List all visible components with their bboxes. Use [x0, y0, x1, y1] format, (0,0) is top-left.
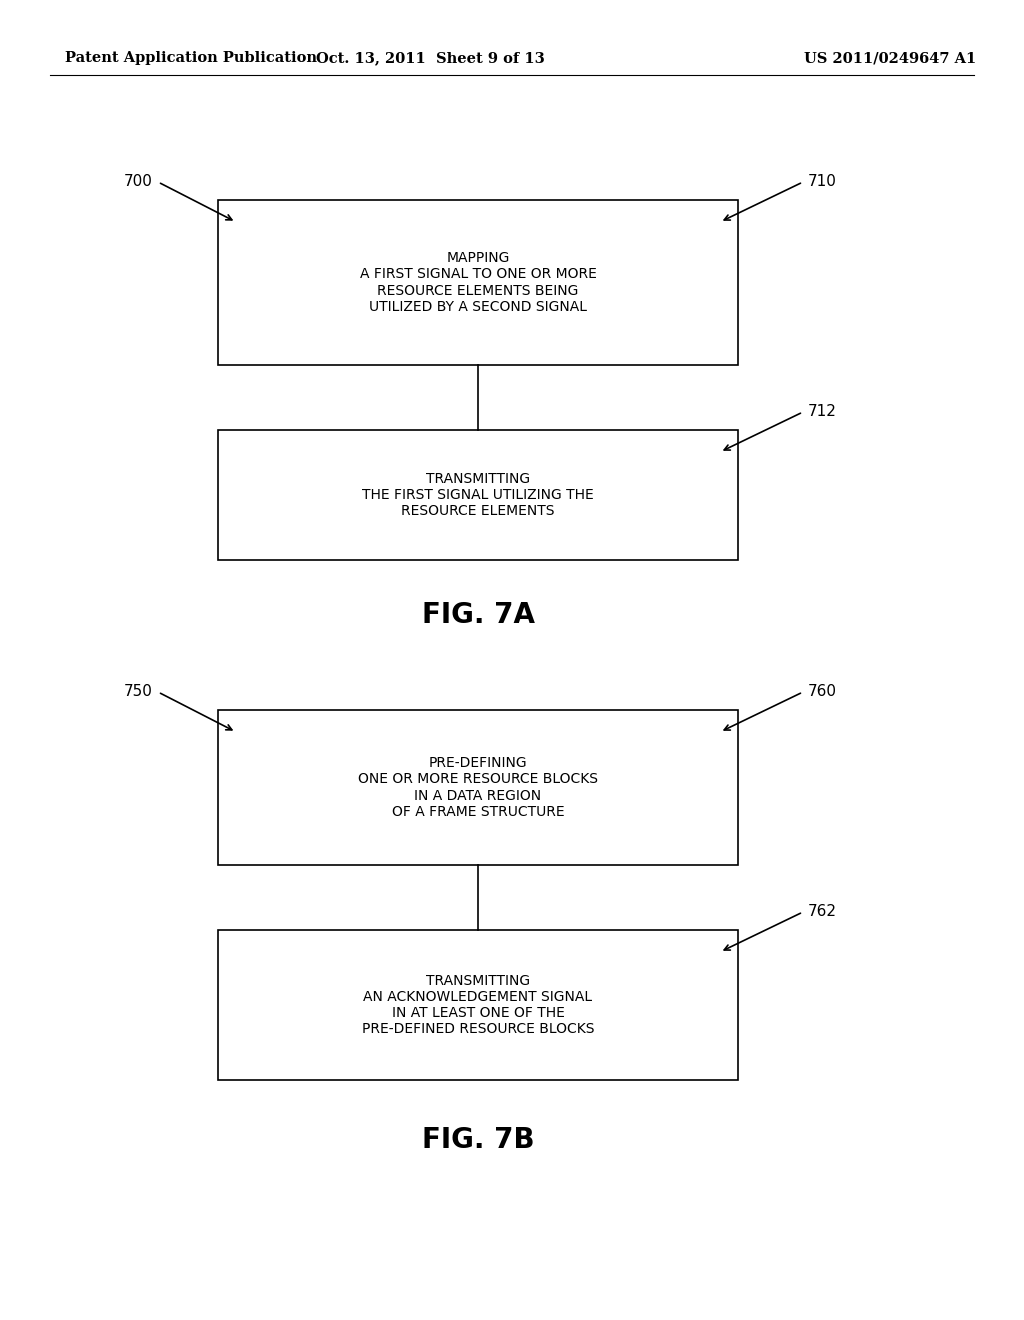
- Text: TRANSMITTING
THE FIRST SIGNAL UTILIZING THE
RESOURCE ELEMENTS: TRANSMITTING THE FIRST SIGNAL UTILIZING …: [362, 471, 594, 519]
- Text: 760: 760: [808, 685, 837, 700]
- Text: 710: 710: [808, 174, 837, 190]
- Bar: [218, 931, 738, 1080]
- Text: US 2011/0249647 A1: US 2011/0249647 A1: [804, 51, 976, 65]
- Text: PRE-DEFINING
ONE OR MORE RESOURCE BLOCKS
IN A DATA REGION
OF A FRAME STRUCTURE: PRE-DEFINING ONE OR MORE RESOURCE BLOCKS…: [358, 756, 598, 818]
- Text: Patent Application Publication: Patent Application Publication: [65, 51, 317, 65]
- Text: TRANSMITTING
AN ACKNOWLEDGEMENT SIGNAL
IN AT LEAST ONE OF THE
PRE-DEFINED RESOUR: TRANSMITTING AN ACKNOWLEDGEMENT SIGNAL I…: [361, 974, 594, 1036]
- Text: MAPPING
A FIRST SIGNAL TO ONE OR MORE
RESOURCE ELEMENTS BEING
UTILIZED BY A SECO: MAPPING A FIRST SIGNAL TO ONE OR MORE RE…: [359, 251, 596, 314]
- Bar: [218, 201, 738, 366]
- Text: 762: 762: [808, 904, 837, 920]
- Text: 700: 700: [124, 174, 153, 190]
- Text: Oct. 13, 2011  Sheet 9 of 13: Oct. 13, 2011 Sheet 9 of 13: [315, 51, 545, 65]
- Text: 750: 750: [124, 685, 153, 700]
- Text: 712: 712: [808, 404, 837, 420]
- Bar: [218, 430, 738, 560]
- Bar: [218, 710, 738, 865]
- Text: FIG. 7B: FIG. 7B: [422, 1126, 535, 1154]
- Text: FIG. 7A: FIG. 7A: [422, 601, 535, 630]
